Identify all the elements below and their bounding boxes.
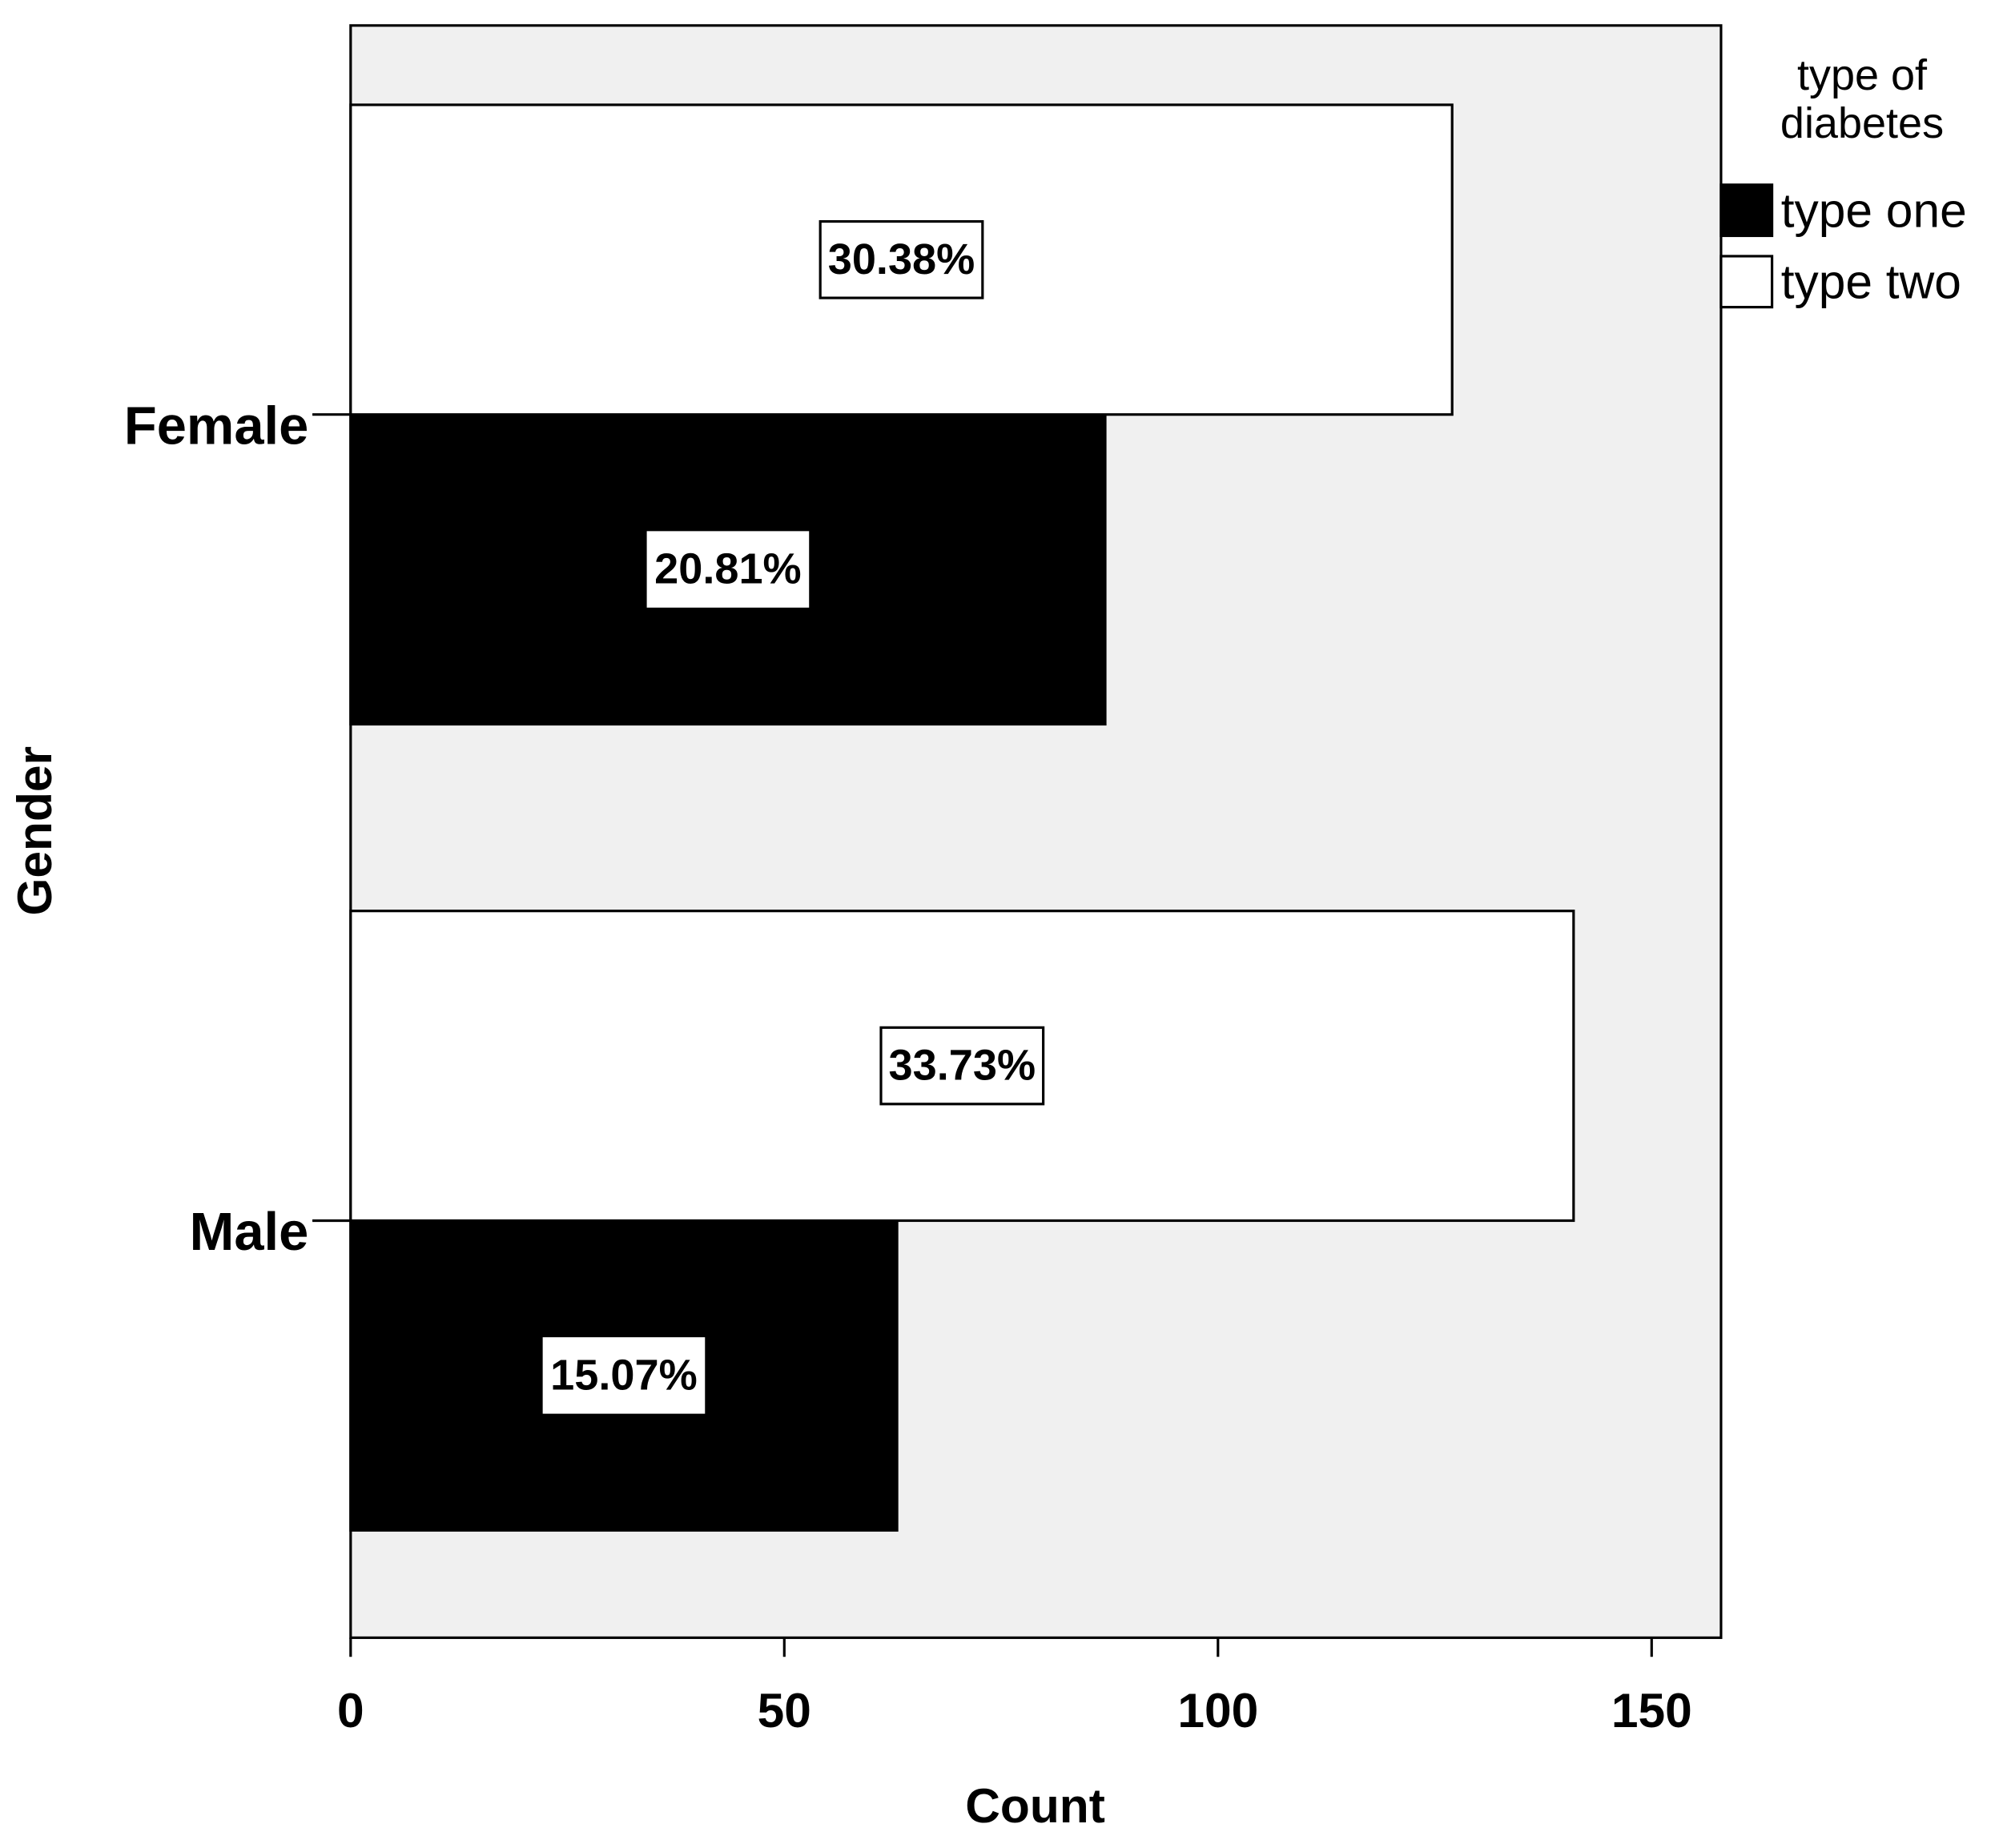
data-label: 20.81% bbox=[654, 545, 802, 593]
legend-swatch bbox=[1719, 255, 1774, 309]
data-label: 33.73% bbox=[889, 1042, 1036, 1090]
legend-label: type two bbox=[1781, 255, 1961, 309]
data-label: 15.07% bbox=[550, 1351, 698, 1399]
data-label-box bbox=[646, 531, 810, 608]
x-axis-title: Count bbox=[965, 1778, 1105, 1833]
y-tick-label: Male bbox=[190, 1202, 309, 1262]
y-tick-label: Female bbox=[124, 396, 308, 456]
data-label-box bbox=[819, 219, 984, 299]
x-tick-label: 50 bbox=[758, 1683, 811, 1738]
legend-swatch bbox=[1719, 183, 1774, 238]
x-tick-label: 100 bbox=[1177, 1683, 1258, 1738]
x-tick-label: 150 bbox=[1611, 1683, 1692, 1738]
y-axis-title: Gender bbox=[7, 746, 62, 916]
data-label: 30.38% bbox=[828, 235, 975, 283]
data-label-box bbox=[542, 1337, 706, 1414]
legend-label: type one bbox=[1781, 183, 1967, 237]
legend-title: type of diabetes bbox=[1780, 51, 1945, 147]
data-label-box bbox=[879, 1026, 1045, 1106]
x-tick-label: 0 bbox=[337, 1683, 364, 1738]
